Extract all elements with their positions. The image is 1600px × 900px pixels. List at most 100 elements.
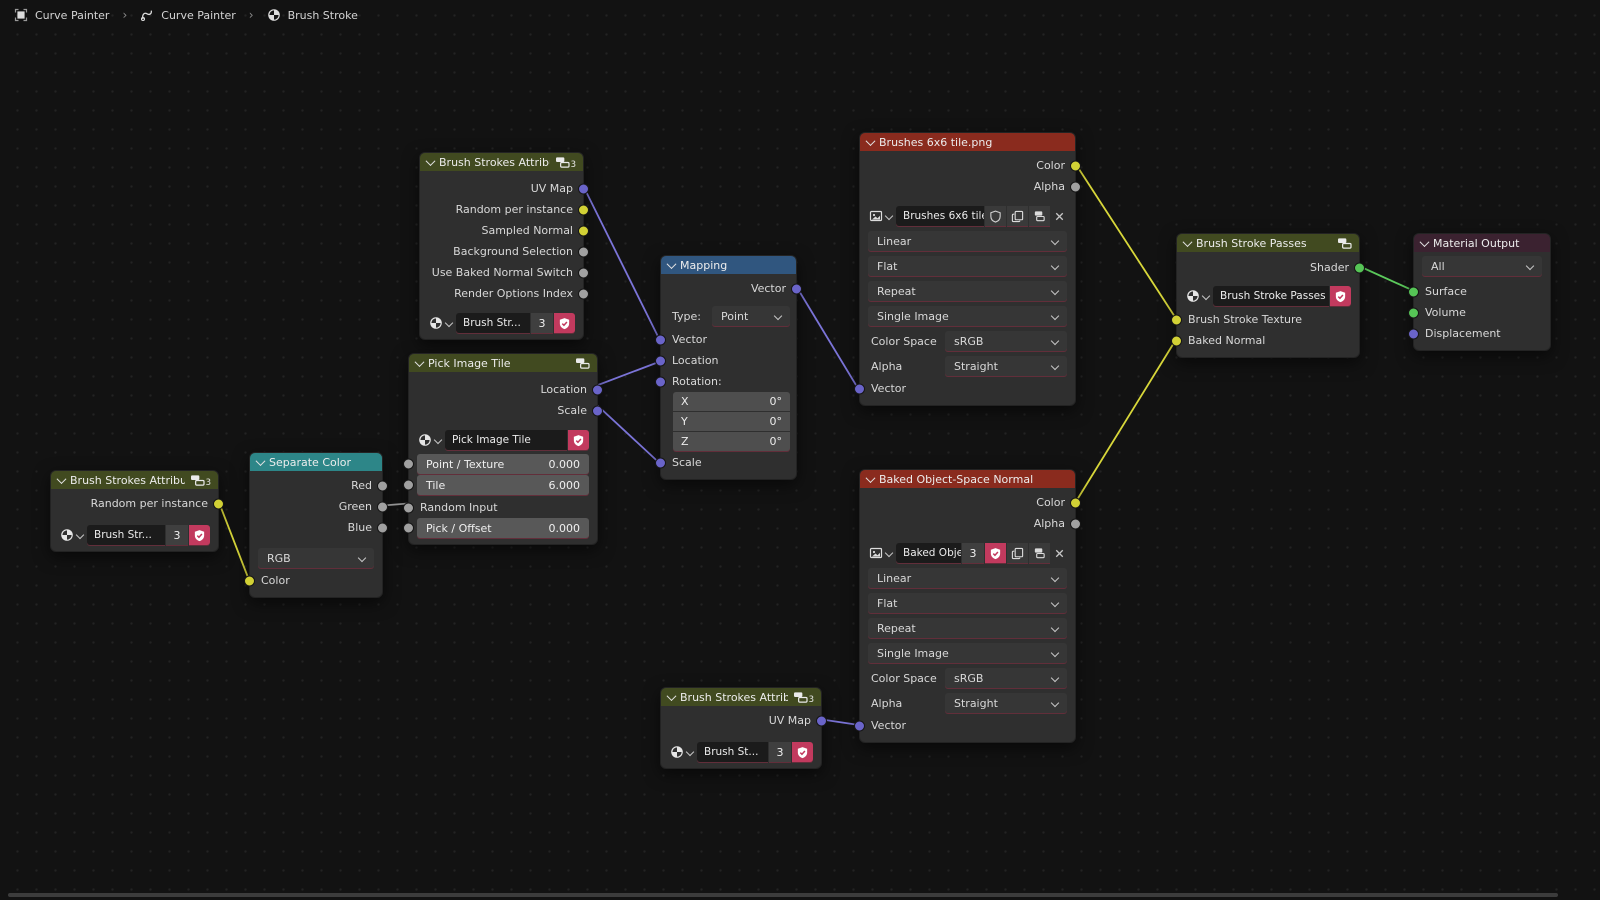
image-browse-button[interactable] xyxy=(868,546,896,560)
target-dropdown[interactable]: All xyxy=(1422,256,1542,276)
rotation-z-field[interactable]: Z 0° xyxy=(673,432,790,451)
node-image-texture-brushes[interactable]: Brushes 6x6 tile.png Color Alpha Brushes… xyxy=(854,132,1081,406)
collapse-chevron-icon[interactable] xyxy=(666,690,677,701)
source-dropdown[interactable]: Single Image xyxy=(868,306,1067,326)
socket-output-vector[interactable] xyxy=(791,283,802,294)
socket-input-volume[interactable] xyxy=(1408,307,1419,318)
socket-input-color[interactable] xyxy=(244,575,255,586)
socket-output-shader[interactable] xyxy=(1354,262,1365,273)
socket-output-blue[interactable] xyxy=(377,522,388,533)
socket-input-random-input[interactable] xyxy=(403,502,414,513)
socket-output-alpha[interactable] xyxy=(1070,518,1081,529)
node-header[interactable]: Brush Strokes Attributes 3 xyxy=(420,153,583,171)
point-texture-slider[interactable]: Point / Texture 0.000 xyxy=(417,454,589,474)
fake-user-shield-icon[interactable] xyxy=(792,742,813,762)
socket-input-vector[interactable] xyxy=(854,720,865,731)
node-header[interactable]: Baked Object-Space Normal xyxy=(860,470,1075,488)
node-mapping[interactable]: Mapping Vector Type: Point Vector Locati… xyxy=(655,255,802,480)
group-name-field[interactable]: Brush Str... xyxy=(456,313,530,333)
group-browse-button[interactable] xyxy=(1185,289,1213,303)
copy-icon[interactable] xyxy=(1007,543,1028,563)
close-icon[interactable] xyxy=(1051,543,1067,563)
socket-input-tile[interactable] xyxy=(403,479,414,491)
node-header[interactable]: Separate Color xyxy=(250,453,382,471)
copy-icon[interactable] xyxy=(1007,206,1028,226)
node-brush-strokes-attributes-top[interactable]: Brush Strokes Attributes 3 UV Map Random… xyxy=(419,152,589,340)
fake-user-shield-icon[interactable] xyxy=(568,430,589,450)
node-header[interactable]: Brush Stroke Passes xyxy=(1177,234,1359,252)
socket-output-use-baked-normal-switch[interactable] xyxy=(578,267,589,278)
node-brush-strokes-attributes-left[interactable]: Brush Strokes Attributes 3 Random per in… xyxy=(50,470,224,552)
collapse-chevron-icon[interactable] xyxy=(414,356,425,367)
node-header[interactable]: Brushes 6x6 tile.png xyxy=(860,133,1075,151)
collapse-chevron-icon[interactable] xyxy=(255,455,266,466)
collapse-chevron-icon[interactable] xyxy=(425,155,436,166)
fake-user-shield-icon[interactable] xyxy=(1330,286,1351,306)
fake-user-shield-icon[interactable] xyxy=(189,525,210,545)
socket-input-vector[interactable] xyxy=(655,334,666,345)
node-header[interactable]: Pick Image Tile xyxy=(409,354,597,372)
node-header[interactable]: Material Output xyxy=(1414,234,1550,252)
socket-input-displacement[interactable] xyxy=(1408,328,1419,339)
breadcrumb-item-object[interactable]: Curve Painter xyxy=(140,8,236,22)
extension-dropdown[interactable]: Repeat xyxy=(868,281,1067,301)
socket-output-render-options-index[interactable] xyxy=(578,288,589,299)
fake-user-shield-icon[interactable] xyxy=(554,313,575,333)
collapse-chevron-icon[interactable] xyxy=(56,473,67,484)
socket-input-baked-normal[interactable] xyxy=(1171,335,1182,346)
socket-input-rotation[interactable] xyxy=(655,376,666,387)
rotation-x-field[interactable]: X 0° xyxy=(673,392,790,411)
extension-dropdown[interactable]: Repeat xyxy=(868,618,1067,638)
image-users-count[interactable]: 3 xyxy=(962,543,984,563)
source-dropdown[interactable]: Single Image xyxy=(868,643,1067,663)
group-browse-button[interactable] xyxy=(417,433,445,447)
group-browse-button[interactable] xyxy=(669,745,697,759)
type-dropdown[interactable]: Point xyxy=(712,306,790,326)
node-brush-stroke-passes[interactable]: Brush Stroke Passes Shader Brush Stroke … xyxy=(1171,233,1365,358)
pack-icon[interactable] xyxy=(1029,543,1050,563)
group-name-field[interactable]: Brush Str... xyxy=(87,525,165,545)
rotation-y-field[interactable]: Y 0° xyxy=(673,412,790,431)
projection-dropdown[interactable]: Flat xyxy=(868,256,1067,276)
node-separate-color[interactable]: Separate Color Red Green Blue RGB Color xyxy=(244,452,388,598)
projection-dropdown[interactable]: Flat xyxy=(868,593,1067,613)
mode-dropdown[interactable]: RGB xyxy=(258,548,374,568)
image-name-field[interactable]: Brushes 6x6 tile... xyxy=(896,206,984,226)
interpolation-dropdown[interactable]: Linear xyxy=(868,568,1067,588)
alpha-dropdown[interactable]: Straight xyxy=(945,356,1067,376)
socket-output-red[interactable] xyxy=(377,480,388,491)
collapse-chevron-icon[interactable] xyxy=(1419,236,1430,247)
node-brush-strokes-attributes-bottom[interactable]: Brush Strokes Attribu... 3 UV Map Brush … xyxy=(660,687,827,769)
collapse-chevron-icon[interactable] xyxy=(1182,236,1193,247)
socket-output-color[interactable] xyxy=(1070,497,1081,508)
node-image-texture-baked-normal[interactable]: Baked Object-Space Normal Color Alpha Ba… xyxy=(854,469,1081,743)
horizontal-scrollbar[interactable] xyxy=(8,893,1558,897)
interpolation-dropdown[interactable]: Linear xyxy=(868,231,1067,251)
collapse-chevron-icon[interactable] xyxy=(666,258,677,269)
socket-input-surface[interactable] xyxy=(1408,286,1419,297)
group-browse-button[interactable] xyxy=(428,316,456,330)
image-name-field[interactable]: Baked Obje... xyxy=(896,543,961,563)
socket-output-scale[interactable] xyxy=(592,405,603,416)
pick-offset-slider[interactable]: Pick / Offset 0.000 xyxy=(417,518,589,538)
image-browse-button[interactable] xyxy=(868,209,896,223)
color-space-dropdown[interactable]: sRGB xyxy=(945,331,1067,351)
close-icon[interactable] xyxy=(1051,206,1067,226)
group-users-count[interactable]: 3 xyxy=(531,313,553,333)
socket-output-random-per-instance[interactable] xyxy=(578,204,589,215)
node-material-output[interactable]: Material Output All Surface Volume Displ… xyxy=(1408,233,1551,351)
socket-input-brush-stroke-texture[interactable] xyxy=(1171,314,1182,325)
group-users-count[interactable]: 3 xyxy=(769,742,791,762)
node-header[interactable]: Brush Strokes Attributes 3 xyxy=(51,471,218,489)
socket-output-random-per-instance[interactable] xyxy=(213,498,224,509)
fake-user-shield-icon[interactable] xyxy=(985,206,1006,226)
tile-slider[interactable]: Tile 6.000 xyxy=(417,475,589,495)
fake-user-shield-icon[interactable] xyxy=(985,543,1006,563)
socket-output-green[interactable] xyxy=(377,501,388,512)
socket-output-location[interactable] xyxy=(592,384,603,395)
node-pick-image-tile[interactable]: Pick Image Tile Location Scale Pick Imag… xyxy=(403,353,603,545)
alpha-dropdown[interactable]: Straight xyxy=(945,693,1067,713)
socket-input-point-texture[interactable] xyxy=(403,458,414,470)
socket-input-pick-offset[interactable] xyxy=(403,522,414,534)
socket-output-color[interactable] xyxy=(1070,160,1081,171)
